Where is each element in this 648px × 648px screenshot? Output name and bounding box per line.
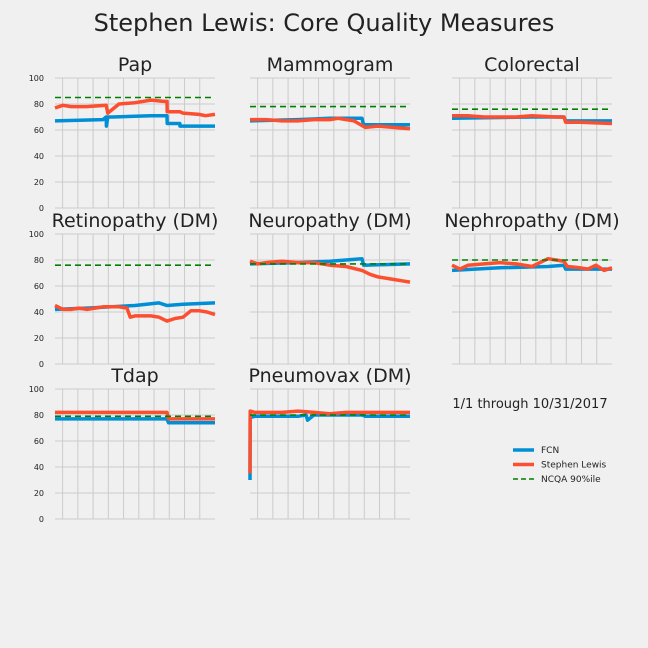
page-title: Stephen Lewis: Core Quality Measures bbox=[94, 9, 555, 37]
y-tick-label: 60 bbox=[34, 282, 44, 291]
panel-retinopathy-dm: 0 20 40 60 80 100 Retinopathy (DM) bbox=[29, 210, 219, 369]
y-tick-label: 40 bbox=[34, 152, 44, 161]
series-line-fcn bbox=[54, 113, 215, 128]
series-line-fcn bbox=[451, 263, 612, 273]
y-tick-label: 40 bbox=[34, 463, 44, 472]
legend-label: NCQA 90%ile bbox=[541, 475, 601, 485]
series-line-stephen-lewis bbox=[452, 113, 613, 126]
legend-item-fcn: FCN bbox=[513, 446, 559, 456]
panel-pap: 0 20 40 60 80 100 Pap bbox=[29, 54, 216, 213]
panel-title: Retinopathy (DM) bbox=[52, 210, 219, 232]
panel-title: Pneumovax (DM) bbox=[248, 365, 411, 387]
series-line-stephen-lewis bbox=[250, 116, 411, 131]
y-tick-label: 20 bbox=[34, 334, 44, 343]
panel-title: Tdap bbox=[110, 365, 158, 387]
legend: FCN Stephen Lewis NCQA 90%ile bbox=[513, 446, 607, 485]
y-tick-label: 80 bbox=[34, 256, 44, 265]
legend-label: FCN bbox=[541, 446, 559, 456]
y-tick-label: 100 bbox=[29, 74, 44, 83]
panel-pneumovax-dm: Pneumovax (DM) bbox=[248, 365, 412, 520]
series-line-stephen-lewis bbox=[54, 303, 216, 323]
y-tick-label: 0 bbox=[39, 360, 44, 369]
panel-colorectal: Colorectal bbox=[451, 54, 613, 209]
series-line-stephen-lewis bbox=[55, 410, 215, 421]
panel-title: Pap bbox=[118, 54, 152, 76]
y-tick-label: 20 bbox=[34, 178, 44, 187]
y-tick-label: 40 bbox=[34, 308, 44, 317]
y-tick-label: 60 bbox=[34, 437, 44, 446]
y-tick-label: 80 bbox=[34, 100, 44, 109]
y-tick-label: 100 bbox=[29, 230, 44, 239]
panel-title: Neuropathy (DM) bbox=[248, 210, 411, 232]
panel-nephropathy-dm: Nephropathy (DM) bbox=[444, 210, 620, 365]
panel-tdap: 0 20 40 60 80 100 Tdap bbox=[29, 365, 215, 524]
series-line-fcn bbox=[248, 413, 410, 481]
panel-neuropathy-dm: Neuropathy (DM) bbox=[248, 210, 412, 365]
legend-label: Stephen Lewis bbox=[541, 461, 607, 471]
legend-item-stephen-lewis: Stephen Lewis bbox=[513, 461, 607, 471]
panel-mammogram: Mammogram bbox=[249, 54, 411, 209]
y-tick-label: 0 bbox=[39, 204, 44, 213]
panels: 0 20 40 60 80 100 Pap Mammogram Colorectal 0 20 40 6… bbox=[29, 54, 620, 524]
series-line-stephen-lewis bbox=[248, 409, 410, 474]
y-tick-label: 60 bbox=[34, 126, 44, 135]
y-tick-label: 100 bbox=[29, 385, 44, 394]
series-line-stephen-lewis bbox=[451, 256, 613, 273]
panel-title: Colorectal bbox=[484, 54, 580, 76]
series-line-stephen-lewis bbox=[249, 259, 411, 284]
panel-title: Nephropathy (DM) bbox=[444, 210, 619, 232]
legend-item-ncqa-90-ile: NCQA 90%ile bbox=[513, 475, 601, 485]
y-tick-label: 0 bbox=[39, 515, 44, 524]
panel-title: Mammogram bbox=[267, 54, 394, 76]
series-line-stephen-lewis bbox=[54, 98, 216, 118]
date-range-label: 1/1 through 10/31/2017 bbox=[452, 397, 607, 412]
y-tick-label: 80 bbox=[34, 411, 44, 420]
y-tick-label: 20 bbox=[34, 489, 44, 498]
